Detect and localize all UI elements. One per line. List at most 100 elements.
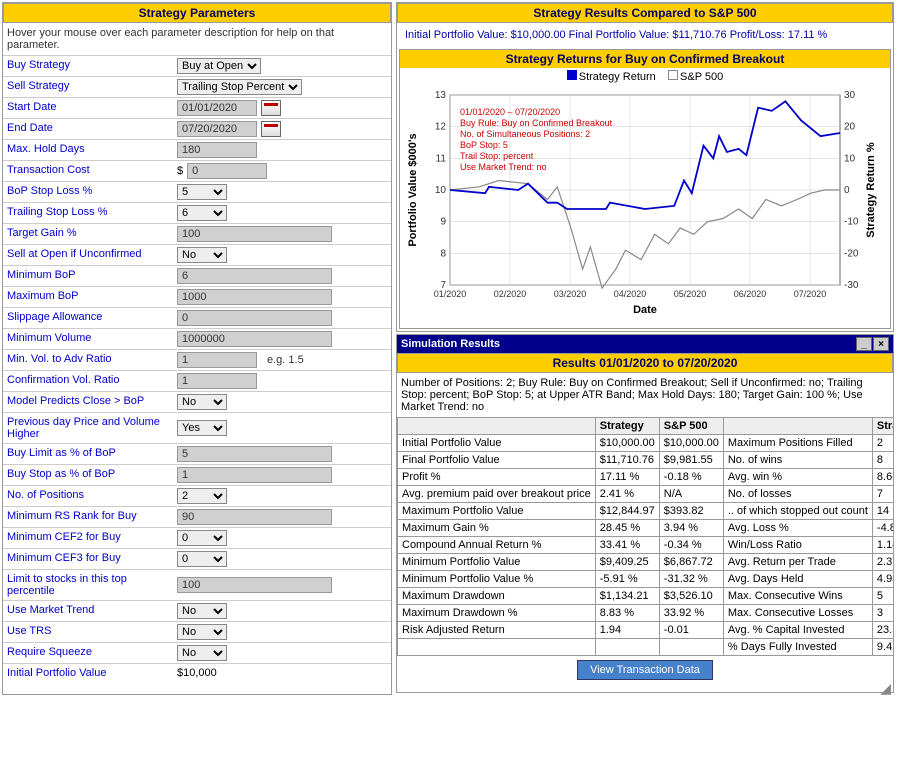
param-value-21: 90 [177,509,332,525]
chart-container: Strategy Returns for Buy on Confirmed Br… [399,49,891,329]
params-help: Hover your mouse over each parameter des… [3,23,391,55]
svg-text:10: 10 [844,153,856,164]
svg-text:02/2020: 02/2020 [494,289,527,299]
results-panel: Strategy Results Compared to S&P 500 Ini… [396,2,894,695]
param-label-2: Start Date [3,98,173,118]
param-label-12: Slippage Allowance [3,308,173,328]
svg-text:05/2020: 05/2020 [674,289,707,299]
svg-text:01/01/2020 – 07/20/2020: 01/01/2020 – 07/20/2020 [460,107,560,117]
legend-strategy: Strategy Return [579,71,656,83]
sim-title: Simulation Results [401,338,500,350]
param-label-1: Sell Strategy [3,77,173,97]
param-label-8: Target Gain % [3,224,173,244]
param-label-5: Transaction Cost [3,161,173,181]
param-select-16[interactable]: No [177,394,227,410]
param-label-10: Minimum BoP [3,266,173,286]
param-select-27[interactable]: No [177,645,227,661]
svg-text:No. of Simultaneous Positions:: No. of Simultaneous Positions: 2 [460,129,590,139]
svg-text:10: 10 [435,185,447,196]
param-select-26[interactable]: No [177,624,227,640]
param-select-25[interactable]: No [177,603,227,619]
param-label-21: Minimum RS Rank for Buy [3,507,173,527]
param-value-15: 1 [177,373,257,389]
param-label-17: Previous day Price and Volume Higher [3,413,173,443]
svg-text:Date: Date [633,304,657,316]
param-date-3: 07/20/2020 [177,121,257,137]
param-value-13: 1000000 [177,331,332,347]
param-label-19: Buy Stop as % of BoP [3,465,173,485]
svg-text:8: 8 [440,248,446,259]
svg-text:Buy Rule: Buy on Confirmed Bre: Buy Rule: Buy on Confirmed Breakout [460,118,613,128]
svg-text:Portfolio Value $000's: Portfolio Value $000's [407,133,419,246]
param-select-7[interactable]: 6 [177,205,227,221]
param-label-22: Minimum CEF2 for Buy [3,528,173,548]
svg-text:04/2020: 04/2020 [614,289,647,299]
sim-subtitle: Results 01/01/2020 to 07/20/2020 [397,353,893,373]
svg-text:BoP Stop: 5: BoP Stop: 5 [460,140,508,150]
param-date-2: 01/01/2020 [177,100,257,116]
sim-description: Number of Positions: 2; Buy Rule: Buy on… [397,373,893,417]
param-select-0[interactable]: Buy at Open [177,58,261,74]
param-label-11: Maximum BoP [3,287,173,307]
param-value-14: 1 [177,352,257,368]
param-value-19: 1 [177,467,332,483]
svg-text:11: 11 [436,153,447,164]
svg-text:01/2020: 01/2020 [434,289,467,299]
svg-text:13: 13 [435,90,447,101]
param-label-7: Trailing Stop Loss % [3,203,173,223]
param-label-6: BoP Stop Loss % [3,182,173,202]
results-summary: Initial Portfolio Value: $10,000.00 Fina… [397,23,893,47]
svg-text:06/2020: 06/2020 [734,289,767,299]
param-value-18: 5 [177,446,332,462]
param-select-9[interactable]: No [177,247,227,263]
param-select-6[interactable]: 5 [177,184,227,200]
svg-text:Use Market Trend: no: Use Market Trend: no [460,162,547,172]
chart-svg: 78910111213-30-20-10010203001/202002/202… [400,85,890,325]
view-transaction-button[interactable]: View Transaction Data [577,660,713,680]
calendar-icon[interactable] [261,121,281,137]
param-select-17[interactable]: Yes [177,420,227,436]
svg-text:9: 9 [440,217,446,228]
calendar-icon[interactable] [261,100,281,116]
param-value-10: 6 [177,268,332,284]
results-title: Strategy Results Compared to S&P 500 [397,3,893,23]
param-select-1[interactable]: Trailing Stop Percent [177,79,302,95]
param-select-20[interactable]: 2 [177,488,227,504]
close-button[interactable]: × [873,337,889,351]
param-label-25: Use Market Trend [3,601,173,621]
param-label-23: Minimum CEF3 for Buy [3,549,173,569]
param-select-23[interactable]: 0 [177,551,227,567]
param-label-16: Model Predicts Close > BoP [3,392,173,412]
params-title: Strategy Parameters [3,3,391,23]
param-label-15: Confirmation Vol. Ratio [3,371,173,391]
svg-text:07/2020: 07/2020 [794,289,827,299]
svg-text:20: 20 [844,122,856,133]
resize-grip[interactable]: ◢ [397,684,893,692]
param-value-5: 0 [187,163,267,179]
param-select-22[interactable]: 0 [177,530,227,546]
param-label-3: End Date [3,119,173,139]
svg-text:-10: -10 [844,217,859,228]
svg-text:Trail Stop: percent: Trail Stop: percent [460,151,534,161]
param-label-14: Min. Vol. to Adv Ratio [3,350,173,370]
svg-text:30: 30 [844,90,856,101]
param-value-12: 0 [177,310,332,326]
chart-title: Strategy Returns for Buy on Confirmed Br… [400,50,890,68]
param-label-27: Require Squeeze [3,643,173,663]
param-value-8: 100 [177,226,332,242]
svg-text:-20: -20 [844,248,859,259]
svg-text:03/2020: 03/2020 [554,289,587,299]
param-label-18: Buy Limit as % of BoP [3,444,173,464]
param-label-26: Use TRS [3,622,173,642]
simulation-results-window: Simulation Results _ × Results 01/01/202… [396,334,894,693]
legend-sp: S&P 500 [680,71,723,83]
svg-text:Strategy Return %: Strategy Return % [865,142,877,238]
minimize-button[interactable]: _ [856,337,872,351]
param-value-11: 1000 [177,289,332,305]
strategy-parameters-panel: Strategy Parameters Hover your mouse ove… [2,2,392,695]
initial-portfolio-label: Initial Portfolio Value [3,664,173,682]
param-label-9: Sell at Open if Unconfirmed [3,245,173,265]
param-label-20: No. of Positions [3,486,173,506]
param-label-0: Buy Strategy [3,56,173,76]
param-label-13: Minimum Volume [3,329,173,349]
